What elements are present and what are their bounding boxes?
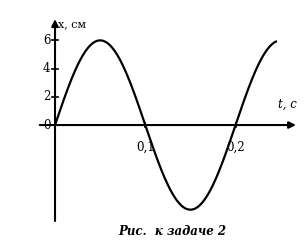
Text: 0,2: 0,2: [226, 140, 245, 154]
Text: Рис.  к задаче 2: Рис. к задаче 2: [118, 225, 226, 238]
Text: 4: 4: [43, 62, 51, 75]
Text: 0,1: 0,1: [136, 140, 155, 154]
Text: 2: 2: [43, 90, 51, 103]
Text: 0: 0: [43, 119, 51, 131]
Text: x, см: x, см: [58, 19, 86, 29]
Text: 6: 6: [43, 34, 51, 47]
Text: t, с: t, с: [278, 98, 297, 111]
